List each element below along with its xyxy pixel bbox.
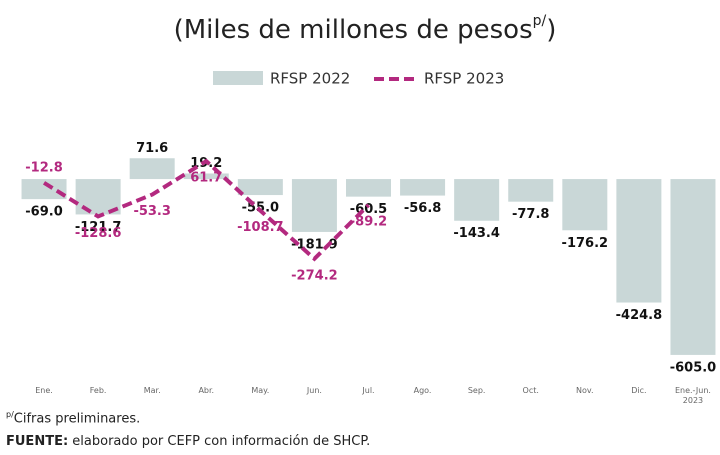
- note-source: FUENTE: elaborado por CEFP con informaci…: [6, 434, 370, 449]
- note-prelim: p/Cifras preliminares.: [6, 410, 140, 426]
- data-label: -128.6: [75, 226, 122, 241]
- bar: [129, 158, 175, 180]
- x-tick-label: Sep.: [467, 386, 486, 395]
- source-label: FUENTE:: [6, 434, 69, 449]
- legend-swatch-bar: [213, 71, 263, 85]
- bar: [400, 179, 446, 196]
- legend-label: RFSP 2023: [424, 70, 504, 88]
- chart-title: (Miles de millones de pesosp/): [174, 13, 557, 45]
- bar: [670, 179, 716, 355]
- data-label: -53.3: [133, 204, 170, 219]
- data-label: -605.0: [670, 360, 717, 375]
- x-tick-label: Oct.: [522, 386, 539, 395]
- legend-label: RFSP 2022: [270, 70, 350, 88]
- data-label: -143.4: [453, 226, 500, 241]
- x-tick-label: Ago.: [413, 386, 432, 395]
- title-text: (Miles de millones de pesos: [174, 15, 533, 45]
- title-close: ): [546, 15, 556, 45]
- bar: [183, 173, 229, 180]
- data-label: -121.7: [75, 220, 122, 235]
- data-label: -424.8: [616, 308, 663, 323]
- bar: [291, 179, 337, 232]
- x-tick-label: Ene.-Jun. 2023: [674, 386, 711, 405]
- x-tick-label: Mar.: [143, 386, 161, 395]
- data-label: -77.8: [512, 207, 549, 222]
- note-superscript: p/: [6, 410, 14, 419]
- x-tick-label: Abr.: [198, 386, 215, 395]
- x-tick-label: Dic.: [631, 386, 647, 395]
- line: [42, 158, 370, 262]
- data-label: 61.7: [190, 171, 222, 186]
- data-label: -56.8: [404, 201, 441, 216]
- x-tick-label: Jun.: [306, 386, 322, 395]
- bar: [616, 179, 662, 303]
- data-label: -69.0: [25, 205, 62, 220]
- x-tick-label: Jul.: [362, 386, 375, 395]
- note-text: Cifras preliminares.: [13, 411, 141, 427]
- bar: [454, 179, 500, 221]
- x-tick-label: Ene.: [35, 386, 53, 395]
- bar: [562, 179, 608, 231]
- bar: [346, 179, 391, 197]
- title-superscript: p/: [533, 13, 547, 29]
- data-label: -108.7: [237, 220, 284, 235]
- data-label: -12.8: [25, 160, 62, 175]
- data-label: 71.6: [136, 141, 168, 156]
- source-text: elaborado por CEFP con información de SH…: [68, 434, 371, 449]
- data-label: -89.2: [350, 214, 387, 229]
- x-tick-label: Feb.: [89, 386, 107, 395]
- bar: [237, 179, 283, 196]
- x-tick-label: Nov.: [576, 386, 594, 395]
- data-label: -176.2: [562, 236, 609, 251]
- data-label: -274.2: [291, 268, 338, 283]
- bar: [21, 179, 67, 200]
- bar: [508, 179, 554, 202]
- x-tick-label: May.: [251, 386, 270, 395]
